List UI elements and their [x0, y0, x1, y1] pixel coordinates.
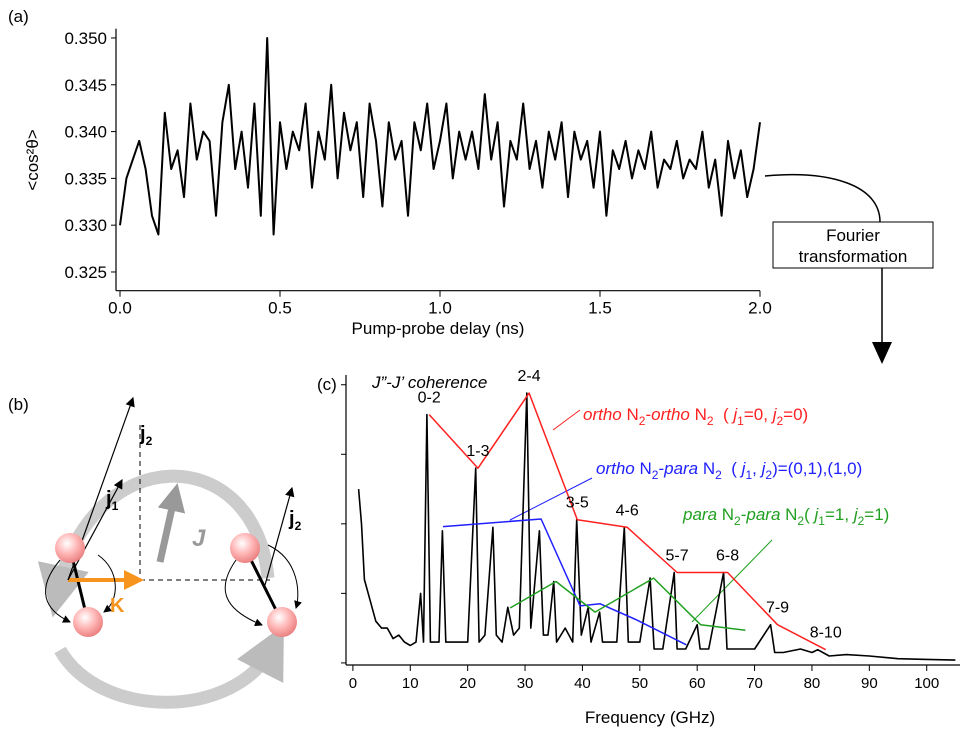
y-tick-label: 0.330	[64, 216, 107, 235]
x-axis-label: Frequency (GHz)	[585, 708, 715, 727]
atom	[267, 607, 297, 637]
x-tick-label: 2.0	[748, 299, 772, 318]
x-tick-label: 90	[861, 675, 878, 692]
vector	[67, 478, 123, 581]
peak-label: 7-9	[766, 600, 789, 617]
vector-label: j2	[139, 423, 153, 448]
atom	[230, 533, 260, 563]
peak-label: 8-10	[810, 625, 842, 642]
x-tick-label: 10	[402, 675, 419, 692]
y-tick-label: 0.345	[64, 76, 107, 95]
data-line	[442, 518, 687, 646]
spin-arrow	[45, 559, 71, 623]
spin-arrow	[97, 554, 116, 613]
pointer	[691, 539, 773, 623]
y-axis-label: <cos²θ>	[23, 129, 42, 190]
vector-label: J	[192, 525, 206, 552]
y-tick-label: 0.335	[64, 169, 107, 188]
panel-label: (c)	[317, 375, 337, 394]
peak-label: 4-6	[616, 502, 639, 519]
peak-label: 1-3	[466, 443, 489, 460]
x-tick-label: 1.0	[428, 299, 452, 318]
vector-label: K	[110, 595, 125, 617]
series-label: ortho N2-para N2 ( j1, j2)=(0,1),(1,0)	[596, 459, 862, 482]
data-line	[428, 392, 827, 651]
x-tick-label: 40	[574, 675, 591, 692]
x-tick-label: 1.5	[588, 299, 612, 318]
j-vector	[156, 483, 186, 563]
peak-label: 3-5	[566, 495, 589, 512]
series-label: para N2-para N2( j1=1, j2=1)	[682, 505, 889, 528]
x-axis-label: Pump-probe delay (ns)	[352, 319, 525, 338]
x-tick-label: 30	[517, 675, 534, 692]
x-tick-label: 60	[689, 675, 706, 692]
x-tick-label: 70	[746, 675, 763, 692]
data-line	[357, 392, 956, 661]
x-tick-label: 100	[914, 675, 939, 692]
atom	[73, 607, 103, 637]
connector	[764, 173, 881, 223]
peak-label: 0-2	[418, 390, 441, 407]
rotation-arrow	[54, 624, 284, 709]
peak-label: 5-7	[666, 548, 689, 565]
data-line	[119, 37, 761, 236]
box-text: transformation	[799, 247, 908, 266]
box-text: Fourier	[826, 226, 880, 245]
data-line	[509, 577, 746, 631]
pointer	[552, 409, 581, 431]
panel-label: (a)	[8, 7, 29, 26]
vector-label: j1	[105, 488, 119, 513]
x-tick-label: 0	[349, 675, 357, 692]
y-tick-label: 0.325	[64, 263, 107, 282]
x-tick-label: 80	[804, 675, 821, 692]
atom	[55, 533, 85, 563]
vector-label: j2	[288, 508, 302, 533]
spin-arrow	[267, 544, 302, 609]
x-tick-label: 50	[631, 675, 648, 692]
peak-label: 2-4	[517, 368, 540, 385]
series-label: ortho N2-ortho N2 ( j1=0, j2=0)	[583, 405, 808, 428]
x-tick-label: 20	[459, 675, 476, 692]
panel-label: (b)	[8, 395, 29, 414]
fourier-box	[772, 221, 934, 269]
spin-arrow	[224, 559, 263, 627]
arrowhead	[872, 342, 892, 364]
chart-title: J”-J’ coherence	[371, 373, 487, 392]
x-tick-label: 0.5	[268, 299, 292, 318]
y-tick-label: 0.350	[64, 29, 107, 48]
x-tick-label: 0.0	[108, 299, 132, 318]
y-tick-label: 0.340	[64, 123, 107, 142]
peak-label: 6-8	[716, 548, 739, 565]
vector	[264, 486, 295, 586]
